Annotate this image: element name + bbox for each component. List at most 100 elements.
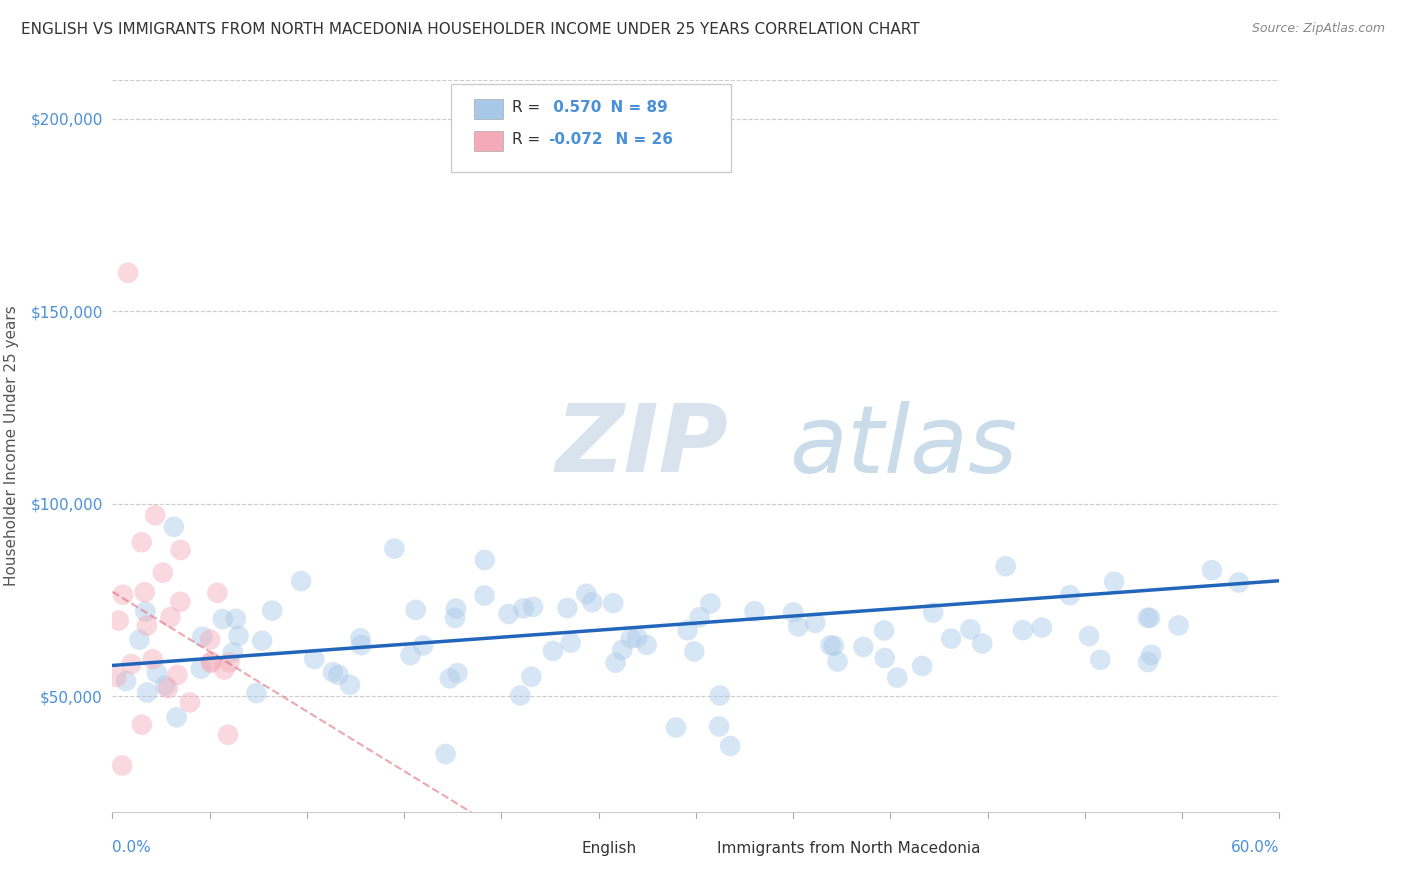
Point xyxy=(262,603,284,617)
Point xyxy=(200,656,222,670)
Point xyxy=(349,632,371,646)
Point xyxy=(959,623,981,637)
Point xyxy=(200,655,222,669)
Point xyxy=(522,599,544,614)
Point xyxy=(1139,611,1161,625)
Point xyxy=(744,604,766,618)
Point xyxy=(1167,618,1189,632)
Point xyxy=(699,596,721,610)
Text: 0.570: 0.570 xyxy=(548,100,602,115)
Point xyxy=(159,610,181,624)
Point xyxy=(709,689,731,703)
Point xyxy=(207,586,229,600)
Point xyxy=(575,587,598,601)
Point xyxy=(718,739,741,753)
Point xyxy=(439,671,461,685)
Point xyxy=(446,666,468,681)
Point xyxy=(787,619,810,633)
Point xyxy=(1031,620,1053,634)
Point xyxy=(190,662,212,676)
Point xyxy=(1078,629,1101,643)
Text: ZIP: ZIP xyxy=(555,400,728,492)
Point xyxy=(939,632,962,646)
Point xyxy=(512,601,534,615)
Point xyxy=(612,643,634,657)
Point xyxy=(1102,574,1125,589)
Point xyxy=(322,665,344,680)
Point xyxy=(245,686,267,700)
FancyBboxPatch shape xyxy=(474,131,503,152)
Point xyxy=(434,747,457,761)
Point xyxy=(107,614,129,628)
Point xyxy=(683,644,706,658)
Point xyxy=(131,535,153,549)
Point xyxy=(827,655,849,669)
Point xyxy=(405,603,427,617)
Point xyxy=(1140,648,1163,662)
Point xyxy=(350,638,373,652)
Point xyxy=(873,624,896,638)
Text: N = 89: N = 89 xyxy=(600,100,668,115)
Point xyxy=(135,618,157,632)
Text: 60.0%: 60.0% xyxy=(1232,839,1279,855)
Point xyxy=(134,585,156,599)
Point xyxy=(328,667,350,681)
Point xyxy=(146,665,169,680)
Point xyxy=(218,656,240,670)
Point xyxy=(111,758,134,772)
Point xyxy=(804,615,827,630)
Text: 0.0%: 0.0% xyxy=(112,839,152,855)
Text: -0.072: -0.072 xyxy=(548,132,602,147)
Point xyxy=(191,630,214,644)
FancyBboxPatch shape xyxy=(474,99,503,119)
Point xyxy=(156,681,179,696)
Point xyxy=(143,508,166,523)
Point xyxy=(520,670,543,684)
Point xyxy=(304,652,326,666)
Text: N = 26: N = 26 xyxy=(605,132,673,147)
Point xyxy=(541,644,564,658)
Point xyxy=(152,566,174,580)
Point xyxy=(602,596,624,610)
Point xyxy=(111,588,134,602)
Point xyxy=(105,670,128,684)
Text: Immigrants from North Macedonia: Immigrants from North Macedonia xyxy=(717,841,980,855)
Point xyxy=(498,607,520,621)
Point xyxy=(474,553,496,567)
Point xyxy=(163,520,186,534)
Point xyxy=(1136,655,1159,669)
Point xyxy=(581,595,603,609)
Point xyxy=(222,645,245,659)
Text: English: English xyxy=(582,841,637,855)
FancyBboxPatch shape xyxy=(451,84,731,171)
Point xyxy=(142,652,165,666)
Point xyxy=(1059,588,1081,602)
Point xyxy=(198,632,221,647)
Point xyxy=(444,611,467,625)
Point xyxy=(166,668,188,682)
Point xyxy=(412,639,434,653)
Text: R =: R = xyxy=(512,100,544,115)
Point xyxy=(665,721,688,735)
Text: R =: R = xyxy=(512,132,544,147)
Point xyxy=(120,657,142,672)
Point xyxy=(131,717,153,731)
Point xyxy=(1090,653,1112,667)
Point xyxy=(911,659,934,673)
Point xyxy=(290,574,312,588)
Point xyxy=(217,728,239,742)
Point xyxy=(823,639,845,653)
Point xyxy=(972,636,994,650)
Point xyxy=(689,610,711,624)
Point xyxy=(169,543,191,558)
Point xyxy=(1227,575,1250,590)
Point xyxy=(339,678,361,692)
Text: atlas: atlas xyxy=(789,401,1018,491)
Point xyxy=(166,710,188,724)
Point xyxy=(820,638,842,652)
Point xyxy=(225,612,247,626)
Point xyxy=(211,612,233,626)
Point xyxy=(626,631,648,645)
Point xyxy=(509,689,531,703)
Point xyxy=(782,605,804,619)
